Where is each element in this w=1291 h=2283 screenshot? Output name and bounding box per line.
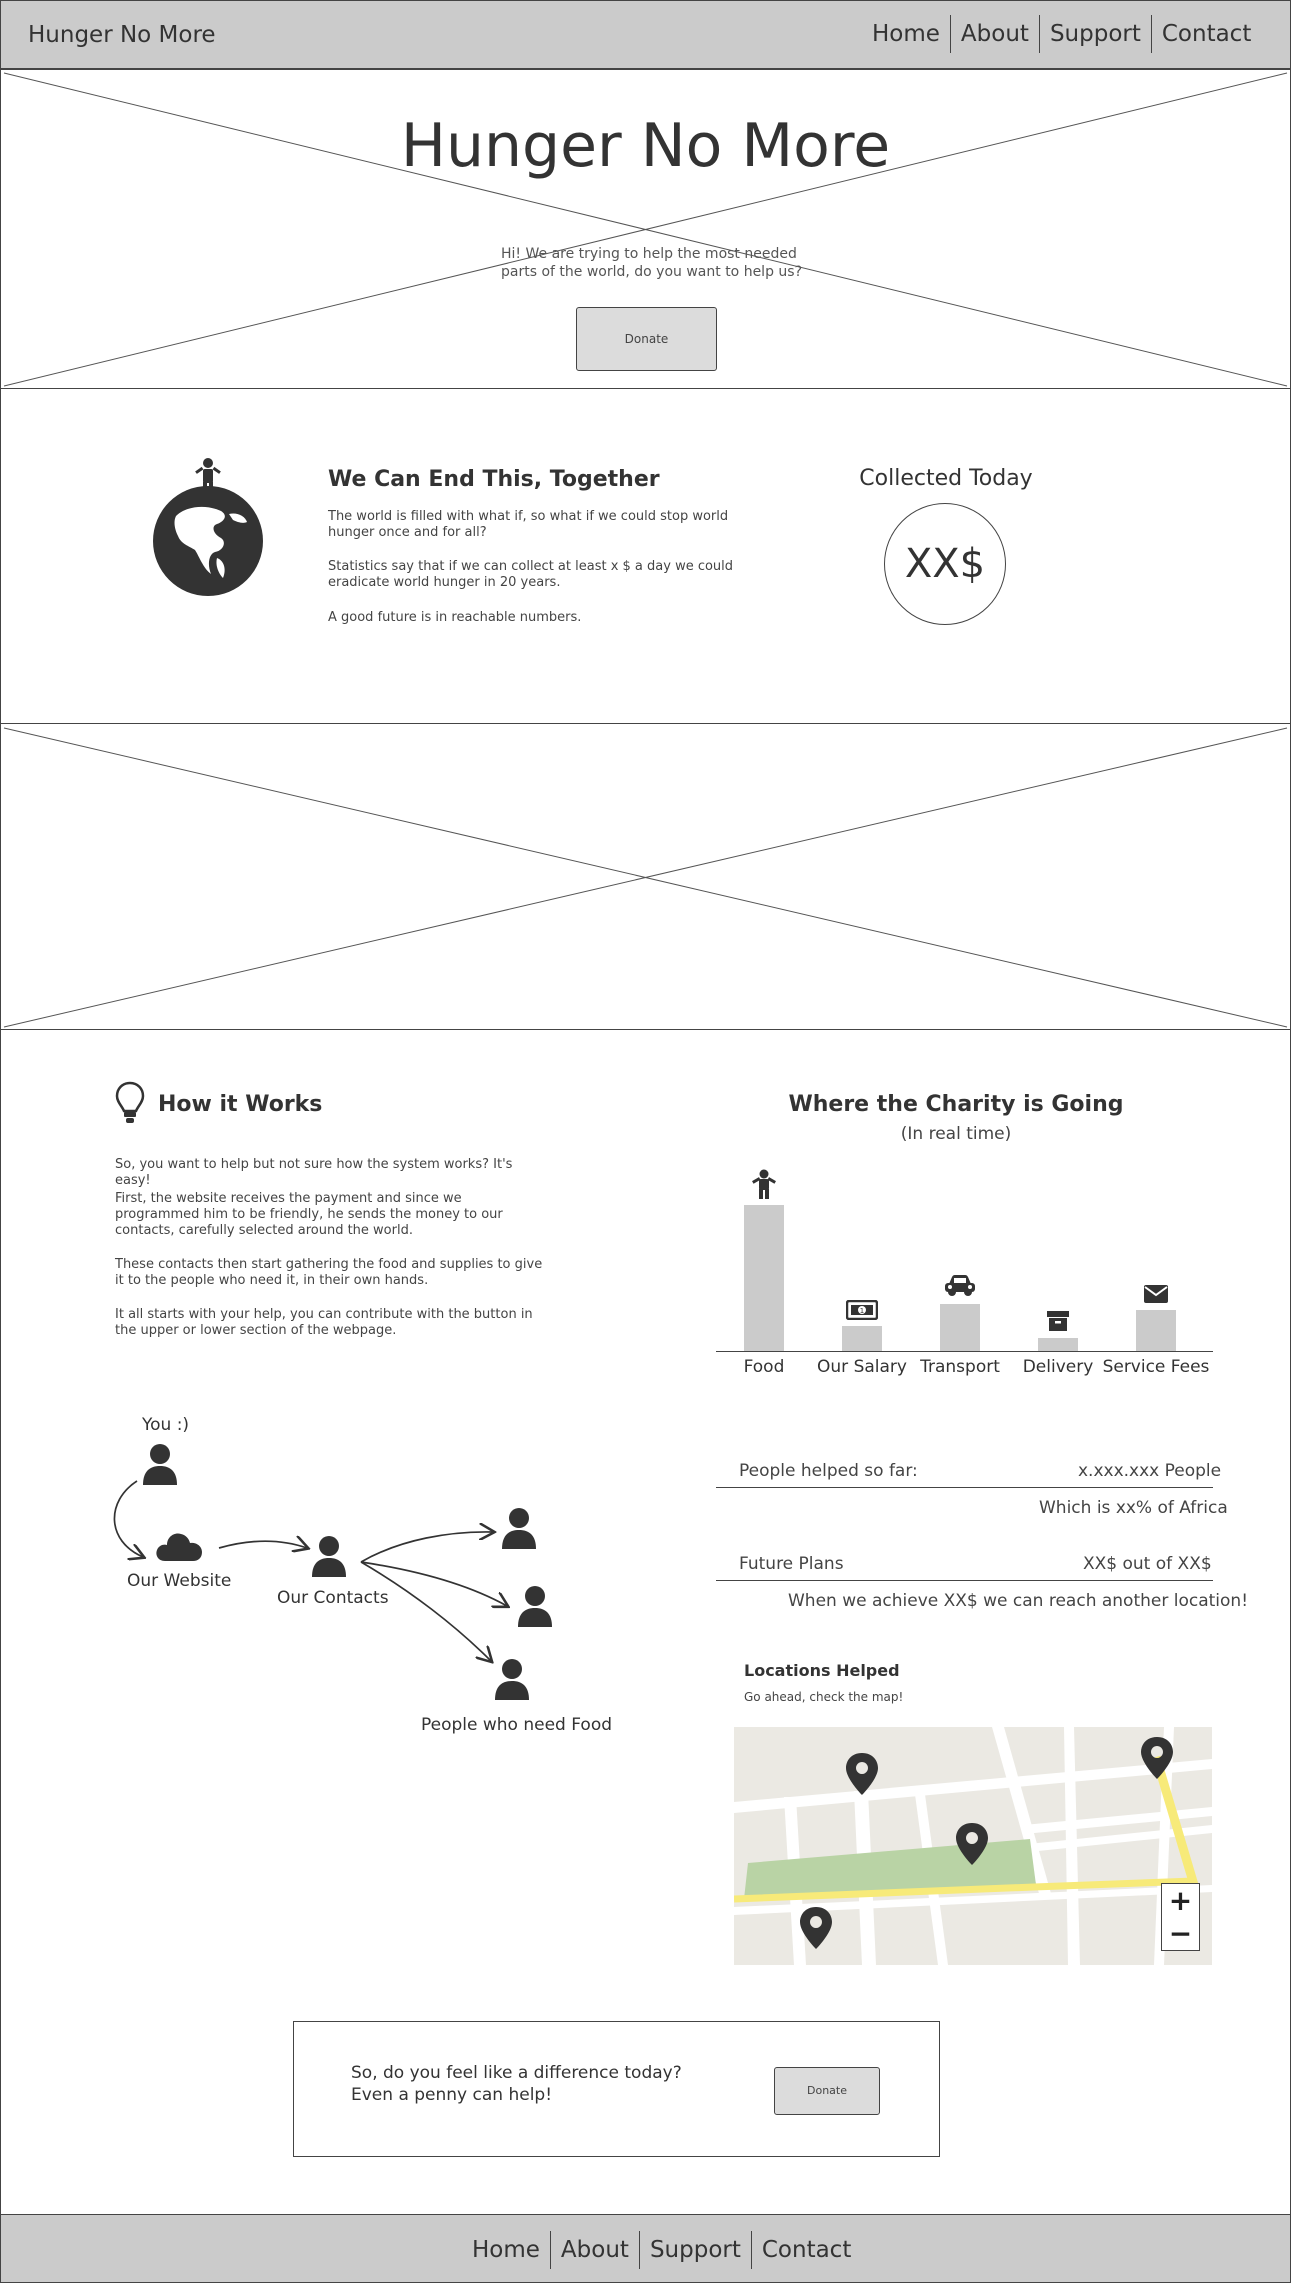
nav-home[interactable]: Home <box>872 21 940 47</box>
chart-bar <box>842 1326 882 1351</box>
site-header: Hunger No More Home About Support Contac… <box>1 1 1290 70</box>
money-icon: 1 <box>845 1299 879 1321</box>
flow-arrows <box>113 1480 701 1751</box>
flow-you-label: You :) <box>142 1415 190 1435</box>
placeholder-cross <box>3 72 1288 387</box>
mid-image-placeholder <box>1 723 1290 1030</box>
people-helped-label: People helped so far: <box>739 1461 918 1481</box>
how-paragraph-3: These contacts then start gathering the … <box>115 1257 543 1288</box>
how-paragraph-4: It all starts with your help, you can co… <box>115 1307 533 1338</box>
placeholder-cross <box>3 727 1288 1028</box>
mission-heading: We Can End This, Together <box>328 467 660 492</box>
envelope-icon <box>1143 1284 1169 1304</box>
nav-divider <box>638 2231 640 2269</box>
cta-box: So, do you feel like a difference today?… <box>293 2021 940 2157</box>
hero-text: Hi! We are trying to help the most neede… <box>501 246 803 280</box>
you-person-icon <box>142 1443 178 1485</box>
charity-bar-chart: Food 1 Our Salary Transport Delivery Service … <box>716 1161 1213 1391</box>
box-icon <box>1046 1310 1070 1332</box>
people-helped-value: x.xxx.xxx People <box>1078 1461 1222 1481</box>
charity-subheading: (In real time) <box>900 1124 1012 1144</box>
car-icon <box>943 1274 977 1298</box>
flow-people-label: People who need Food <box>421 1715 613 1735</box>
nav-about[interactable]: About <box>960 21 1029 47</box>
nav-divider <box>1150 15 1152 53</box>
contacts-person-icon <box>311 1535 347 1577</box>
locations-heading: Locations Helped <box>744 1661 900 1680</box>
chart-category-label: Delivery <box>1022 1357 1094 1377</box>
people-helped-note: Which is xx% of Africa <box>1039 1498 1228 1518</box>
stats-divider <box>716 1580 1213 1581</box>
footer-nav-about[interactable]: About <box>560 2237 629 2263</box>
site-brand[interactable]: Hunger No More <box>28 22 216 48</box>
chart-category-label: Service Fees <box>1102 1357 1210 1377</box>
cta-donate-button[interactable]: Donate <box>774 2067 880 2115</box>
svg-text:1: 1 <box>860 1307 864 1315</box>
flow-website-label: Our Website <box>127 1571 232 1591</box>
cloud-icon <box>155 1528 203 1562</box>
chart-category-label: Transport <box>920 1357 1000 1377</box>
footer-nav: Home About Support Contact <box>462 2231 861 2269</box>
person-icon <box>752 1169 776 1199</box>
stats-divider <box>716 1487 1213 1488</box>
future-plans-note: When we achieve XX$ we can reach another… <box>788 1591 1249 1611</box>
locations-subtext: Go ahead, check the map! <box>744 1690 904 1704</box>
map-zoom-controls: + − <box>1161 1883 1200 1951</box>
how-paragraph-2: First, the website receives the payment … <box>115 1191 503 1238</box>
mission-paragraph-2: Statistics say that if we can collect at… <box>328 559 734 590</box>
chart-bar <box>744 1205 784 1351</box>
how-heading: How it Works <box>158 1092 323 1117</box>
zoom-in-button[interactable]: + <box>1168 1884 1193 1917</box>
recipient-person-icon <box>501 1507 537 1549</box>
cta-line-2: Even a penny can help! <box>351 2085 553 2105</box>
footer-nav-support[interactable]: Support <box>649 2237 741 2263</box>
site-footer: Home About Support Contact <box>1 2214 1290 2282</box>
nav-divider <box>1038 15 1040 53</box>
flow-contacts-label: Our Contacts <box>277 1588 389 1608</box>
globe-icon <box>151 456 266 598</box>
header-nav: Home About Support Contact <box>862 15 1261 53</box>
hero-image-placeholder <box>1 70 1290 389</box>
future-plans-label: Future Plans <box>739 1554 844 1574</box>
chart-bar <box>940 1304 980 1351</box>
recipient-person-icon <box>517 1585 553 1627</box>
chart-bar <box>1136 1310 1176 1351</box>
collected-today-value: XX$ <box>884 503 1006 625</box>
locations-map[interactable] <box>734 1727 1212 1965</box>
cta-line-1: So, do you feel like a difference today? <box>351 2063 682 2083</box>
chart-category-label: Our Salary <box>817 1357 907 1377</box>
mission-paragraph-3: A good future is in reachable numbers. <box>328 610 582 625</box>
nav-divider <box>949 15 951 53</box>
footer-nav-contact[interactable]: Contact <box>761 2237 852 2263</box>
future-plans-value: XX$ out of XX$ <box>1083 1554 1212 1574</box>
lightbulb-icon <box>115 1081 145 1126</box>
nav-support[interactable]: Support <box>1049 21 1141 47</box>
nav-contact[interactable]: Contact <box>1161 21 1252 47</box>
chart-axis-line <box>716 1351 1213 1352</box>
mission-paragraph-1: The world is filled with what if, so wha… <box>328 509 729 540</box>
recipient-person-icon <box>494 1658 530 1700</box>
chart-category-label: Food <box>743 1357 785 1377</box>
collected-today-label: Collected Today <box>859 466 1033 491</box>
nav-divider <box>549 2231 551 2269</box>
footer-nav-home[interactable]: Home <box>472 2237 540 2263</box>
nav-divider <box>750 2231 752 2269</box>
zoom-out-button[interactable]: − <box>1168 1917 1193 1950</box>
hero-title: Hunger No More <box>400 111 891 181</box>
hero-donate-button[interactable]: Donate <box>576 307 717 371</box>
how-paragraph-1: So, you want to help but not sure how th… <box>115 1157 513 1188</box>
charity-heading: Where the Charity is Going <box>788 1092 1124 1117</box>
chart-bar <box>1038 1338 1078 1351</box>
map-pin-icons <box>800 1737 1173 1949</box>
